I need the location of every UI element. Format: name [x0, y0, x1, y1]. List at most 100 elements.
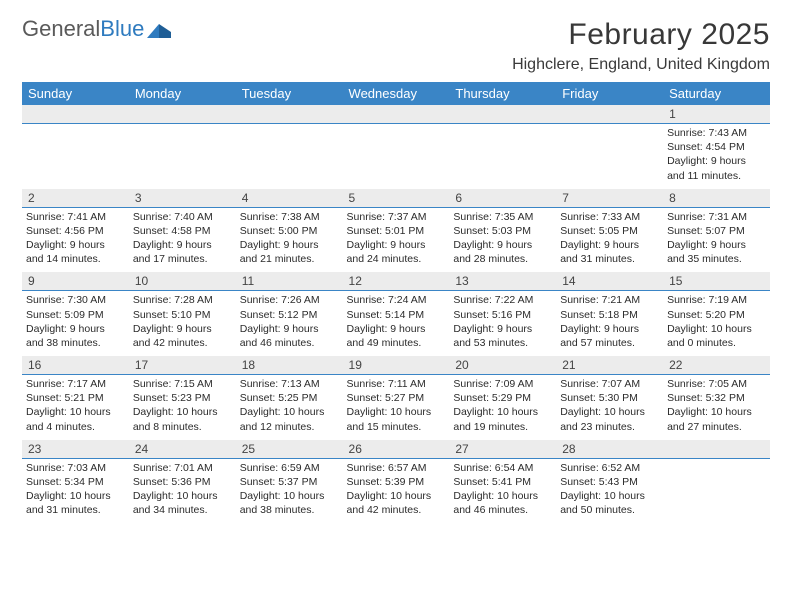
calendar-body: 1Sunrise: 7:43 AMSunset: 4:54 PMDaylight… [22, 105, 770, 523]
day-cell-body: Sunrise: 6:54 AMSunset: 5:41 PMDaylight:… [453, 459, 552, 518]
sunrise-text: Sunrise: 7:31 AM [667, 210, 766, 224]
day-cell-body: Sunrise: 7:30 AMSunset: 5:09 PMDaylight:… [26, 291, 125, 350]
sunrise-text: Sunrise: 7:09 AM [453, 377, 552, 391]
week-row: Sunrise: 7:30 AMSunset: 5:09 PMDaylight:… [22, 291, 770, 356]
calendar-table: Sunday Monday Tuesday Wednesday Thursday… [22, 82, 770, 523]
day-cell-body: Sunrise: 6:52 AMSunset: 5:43 PMDaylight:… [560, 459, 659, 518]
sunset-text: Sunset: 5:43 PM [560, 475, 659, 489]
day-cell-body [667, 459, 766, 461]
sunset-text: Sunset: 5:14 PM [347, 308, 446, 322]
sunrise-text: Sunrise: 6:59 AM [240, 461, 339, 475]
day-number: 7 [556, 189, 663, 208]
daylight-text: Daylight: 9 hours and 49 minutes. [347, 322, 446, 350]
day-cell: Sunrise: 7:01 AMSunset: 5:36 PMDaylight:… [129, 458, 236, 523]
day-number: 19 [343, 356, 450, 375]
daylight-text: Daylight: 9 hours and 14 minutes. [26, 238, 125, 266]
day-header-row: Sunday Monday Tuesday Wednesday Thursday… [22, 82, 770, 105]
daylight-text: Daylight: 10 hours and 19 minutes. [453, 405, 552, 433]
day-cell-body: Sunrise: 7:37 AMSunset: 5:01 PMDaylight:… [347, 208, 446, 267]
day-number: 27 [449, 440, 556, 459]
day-cell-body: Sunrise: 7:24 AMSunset: 5:14 PMDaylight:… [347, 291, 446, 350]
daylight-text: Daylight: 10 hours and 27 minutes. [667, 405, 766, 433]
dayhead-wed: Wednesday [343, 82, 450, 105]
sunset-text: Sunset: 5:05 PM [560, 224, 659, 238]
daylight-text: Daylight: 10 hours and 38 minutes. [240, 489, 339, 517]
day-number: 17 [129, 356, 236, 375]
day-number: 12 [343, 272, 450, 291]
day-cell: Sunrise: 7:05 AMSunset: 5:32 PMDaylight:… [663, 375, 770, 440]
day-cell-body [453, 124, 552, 126]
day-cell-body: Sunrise: 7:21 AMSunset: 5:18 PMDaylight:… [560, 291, 659, 350]
daylight-text: Daylight: 9 hours and 46 minutes. [240, 322, 339, 350]
day-number: 2 [22, 189, 129, 208]
day-cell [449, 124, 556, 189]
sunrise-text: Sunrise: 7:22 AM [453, 293, 552, 307]
logo-text-gray: General [22, 18, 100, 40]
sunset-text: Sunset: 5:30 PM [560, 391, 659, 405]
day-cell-body: Sunrise: 7:05 AMSunset: 5:32 PMDaylight:… [667, 375, 766, 434]
daylight-text: Daylight: 9 hours and 57 minutes. [560, 322, 659, 350]
day-cell: Sunrise: 7:07 AMSunset: 5:30 PMDaylight:… [556, 375, 663, 440]
sunset-text: Sunset: 5:03 PM [453, 224, 552, 238]
day-number: 10 [129, 272, 236, 291]
day-cell: Sunrise: 7:22 AMSunset: 5:16 PMDaylight:… [449, 291, 556, 356]
sunrise-text: Sunrise: 7:35 AM [453, 210, 552, 224]
day-cell-body: Sunrise: 7:43 AMSunset: 4:54 PMDaylight:… [667, 124, 766, 183]
sunrise-text: Sunrise: 7:38 AM [240, 210, 339, 224]
week-row: Sunrise: 7:41 AMSunset: 4:56 PMDaylight:… [22, 207, 770, 272]
daynum-row: 232425262728 [22, 440, 770, 459]
daylight-text: Daylight: 10 hours and 4 minutes. [26, 405, 125, 433]
logo-text-blue: Blue [100, 18, 144, 40]
day-cell-body: Sunrise: 7:26 AMSunset: 5:12 PMDaylight:… [240, 291, 339, 350]
daynum-row: 2345678 [22, 189, 770, 208]
day-cell-body: Sunrise: 7:40 AMSunset: 4:58 PMDaylight:… [133, 208, 232, 267]
sunset-text: Sunset: 4:54 PM [667, 140, 766, 154]
dayhead-mon: Monday [129, 82, 236, 105]
day-cell: Sunrise: 7:15 AMSunset: 5:23 PMDaylight:… [129, 375, 236, 440]
sunset-text: Sunset: 4:56 PM [26, 224, 125, 238]
day-number: 13 [449, 272, 556, 291]
week-row: Sunrise: 7:17 AMSunset: 5:21 PMDaylight:… [22, 375, 770, 440]
day-number [343, 105, 450, 124]
dayhead-fri: Friday [556, 82, 663, 105]
day-cell-body: Sunrise: 7:15 AMSunset: 5:23 PMDaylight:… [133, 375, 232, 434]
dayhead-tue: Tuesday [236, 82, 343, 105]
sunset-text: Sunset: 5:12 PM [240, 308, 339, 322]
daylight-text: Daylight: 10 hours and 0 minutes. [667, 322, 766, 350]
sunset-text: Sunset: 5:39 PM [347, 475, 446, 489]
day-cell: Sunrise: 7:40 AMSunset: 4:58 PMDaylight:… [129, 207, 236, 272]
day-cell-body: Sunrise: 7:01 AMSunset: 5:36 PMDaylight:… [133, 459, 232, 518]
day-number: 11 [236, 272, 343, 291]
day-cell: Sunrise: 7:26 AMSunset: 5:12 PMDaylight:… [236, 291, 343, 356]
day-number: 22 [663, 356, 770, 375]
day-cell-body [347, 124, 446, 126]
sunset-text: Sunset: 5:18 PM [560, 308, 659, 322]
day-cell: Sunrise: 6:59 AMSunset: 5:37 PMDaylight:… [236, 458, 343, 523]
daylight-text: Daylight: 10 hours and 34 minutes. [133, 489, 232, 517]
day-cell-body: Sunrise: 7:09 AMSunset: 5:29 PMDaylight:… [453, 375, 552, 434]
day-number: 25 [236, 440, 343, 459]
month-title: February 2025 [512, 18, 770, 52]
calendar-page: GeneralBlue February 2025 Highclere, Eng… [0, 0, 792, 523]
day-cell-body: Sunrise: 7:38 AMSunset: 5:00 PMDaylight:… [240, 208, 339, 267]
header: GeneralBlue February 2025 Highclere, Eng… [22, 18, 770, 74]
day-cell [663, 458, 770, 523]
sunrise-text: Sunrise: 7:40 AM [133, 210, 232, 224]
day-number: 26 [343, 440, 450, 459]
sunrise-text: Sunrise: 7:41 AM [26, 210, 125, 224]
day-cell-body: Sunrise: 6:57 AMSunset: 5:39 PMDaylight:… [347, 459, 446, 518]
day-cell: Sunrise: 7:17 AMSunset: 5:21 PMDaylight:… [22, 375, 129, 440]
day-cell: Sunrise: 7:19 AMSunset: 5:20 PMDaylight:… [663, 291, 770, 356]
sunset-text: Sunset: 5:07 PM [667, 224, 766, 238]
day-cell: Sunrise: 7:37 AMSunset: 5:01 PMDaylight:… [343, 207, 450, 272]
daylight-text: Daylight: 10 hours and 15 minutes. [347, 405, 446, 433]
day-number [236, 105, 343, 124]
dayhead-sat: Saturday [663, 82, 770, 105]
week-row: Sunrise: 7:43 AMSunset: 4:54 PMDaylight:… [22, 124, 770, 189]
daylight-text: Daylight: 10 hours and 12 minutes. [240, 405, 339, 433]
daylight-text: Daylight: 9 hours and 11 minutes. [667, 154, 766, 182]
sunrise-text: Sunrise: 6:54 AM [453, 461, 552, 475]
daynum-row: 16171819202122 [22, 356, 770, 375]
daylight-text: Daylight: 9 hours and 17 minutes. [133, 238, 232, 266]
day-number: 24 [129, 440, 236, 459]
